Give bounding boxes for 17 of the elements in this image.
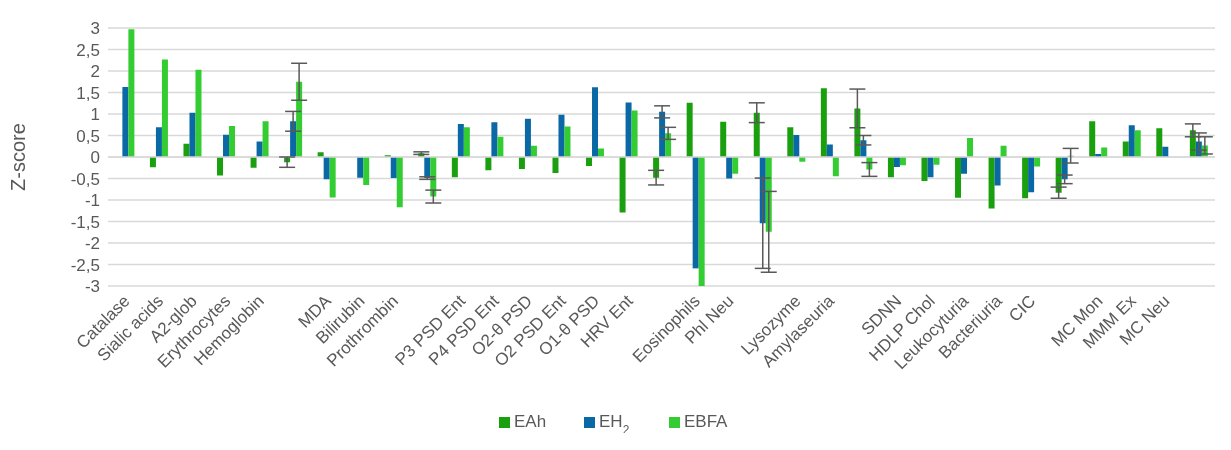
x-tick-label: CIC [1005, 291, 1040, 326]
y-tick-label: -0,5 [70, 169, 100, 189]
y-tick-label: 2 [90, 62, 100, 82]
y-tick-label: -1 [84, 191, 100, 211]
y-tick-label: 1,5 [76, 83, 100, 103]
y-tick-label: 0,5 [76, 126, 100, 146]
y-tick-label: -3 [84, 277, 100, 297]
legend-label: EBFA [684, 412, 729, 431]
legend-label: EAh [514, 412, 547, 431]
y-tick-label: -2,5 [70, 255, 100, 275]
y-tick-label: 0 [90, 148, 100, 168]
y-tick-label: -2 [84, 234, 100, 254]
y-tick-label: 1 [90, 105, 100, 125]
y-tick-label: -1,5 [70, 212, 100, 232]
y-tick-label: 3 [90, 19, 100, 39]
y-tick-label: 2,5 [76, 40, 100, 60]
y-axis-title: Z-score [7, 123, 30, 191]
